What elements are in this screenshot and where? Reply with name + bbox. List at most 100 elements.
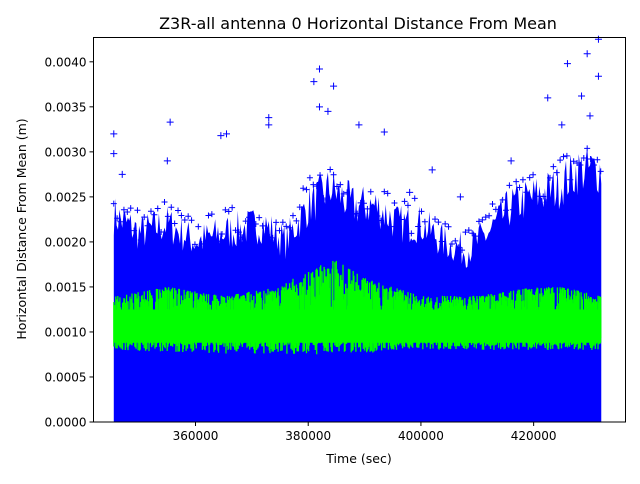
- y-tick-label: 0.0005: [45, 370, 87, 384]
- outlier-point: [330, 82, 338, 90]
- data-point: [398, 216, 405, 223]
- data-point: [195, 223, 202, 230]
- data-point: [235, 229, 242, 236]
- data-point: [503, 207, 510, 214]
- data-point: [455, 244, 462, 251]
- data-point: [553, 169, 560, 176]
- data-point: [486, 212, 493, 219]
- data-point: [367, 188, 374, 195]
- data-point: [313, 183, 320, 190]
- outlier-point: [265, 114, 273, 122]
- data-point: [381, 188, 388, 195]
- data-point: [158, 228, 165, 235]
- outlier-point: [594, 35, 602, 43]
- outlier-point: [310, 78, 318, 86]
- data-point: [134, 207, 141, 214]
- outlier-point: [223, 130, 230, 138]
- green-line-core: [113, 309, 602, 343]
- data-point: [523, 189, 530, 196]
- data-point: [286, 224, 293, 231]
- outlier-point: [315, 103, 323, 111]
- data-point: [428, 233, 435, 240]
- data-point: [354, 210, 361, 217]
- data-point: [279, 219, 286, 226]
- outlier-point: [380, 128, 388, 136]
- x-tick-label: 380000: [285, 429, 331, 443]
- data-point: [448, 241, 455, 248]
- x-tick-label: 400000: [398, 429, 444, 443]
- outlier-point: [507, 157, 515, 165]
- data-point: [421, 218, 428, 225]
- outlier-point: [110, 130, 118, 138]
- data-point: [215, 238, 222, 245]
- data-point: [594, 156, 601, 163]
- y-tick-label: 0.0035: [45, 100, 87, 114]
- data-point: [131, 227, 138, 234]
- data-point: [391, 199, 398, 206]
- outlier-point: [110, 150, 118, 158]
- data-point: [337, 181, 344, 188]
- data-point: [415, 223, 422, 230]
- data-point: [185, 213, 192, 220]
- data-point: [205, 212, 212, 219]
- outlier-point: [324, 107, 332, 115]
- data-point: [225, 208, 232, 215]
- data-point: [482, 214, 489, 221]
- data-point: [188, 217, 195, 224]
- data-point: [347, 206, 354, 213]
- outlier-point: [406, 188, 414, 196]
- data-point: [283, 223, 290, 230]
- data-point: [290, 212, 296, 219]
- data-point: [465, 227, 472, 234]
- data-point: [526, 174, 533, 181]
- data-point: [296, 204, 303, 211]
- data-point: [178, 212, 185, 219]
- data-point: [175, 207, 182, 214]
- data-point: [310, 181, 317, 188]
- data-point: [306, 174, 313, 181]
- data-point: [151, 211, 158, 218]
- data-point: [110, 200, 117, 207]
- data-point: [432, 216, 439, 223]
- data-point: [127, 205, 134, 212]
- data-point: [171, 220, 178, 227]
- data-point: [144, 222, 151, 229]
- data-point: [154, 205, 161, 212]
- outlier-point: [563, 60, 571, 68]
- x-axis-label: Time (sec): [325, 451, 391, 466]
- data-point: [459, 247, 466, 254]
- data-point: [117, 218, 124, 225]
- data-point: [242, 218, 249, 225]
- data-point: [300, 185, 307, 192]
- data-point: [590, 162, 597, 169]
- data-point: [191, 241, 198, 248]
- data-point: [168, 204, 175, 211]
- data-point: [181, 216, 188, 223]
- data-point: [273, 219, 280, 226]
- data-point: [489, 201, 496, 208]
- outlier-point: [315, 65, 323, 73]
- data-point: [330, 171, 337, 178]
- data-point: [361, 200, 368, 207]
- outlier-point: [558, 121, 566, 129]
- data-point: [469, 230, 476, 237]
- data-point: [266, 233, 273, 240]
- data-point: [425, 235, 432, 242]
- x-tick-label: 420000: [511, 429, 557, 443]
- data-point: [344, 189, 351, 196]
- data-point: [445, 223, 452, 230]
- data-point: [249, 228, 256, 235]
- y-tick-label: 0.0020: [45, 235, 87, 249]
- data-point: [499, 196, 506, 203]
- data-point: [435, 219, 442, 226]
- data-point: [492, 206, 499, 213]
- outlier-point: [265, 121, 273, 129]
- data-point: [259, 222, 266, 229]
- data-point: [563, 152, 570, 159]
- data-point: [114, 215, 121, 222]
- data-point: [388, 223, 395, 230]
- data-point: [276, 227, 283, 234]
- data-point: [262, 231, 269, 238]
- y-tick-label: 0.0040: [45, 55, 87, 69]
